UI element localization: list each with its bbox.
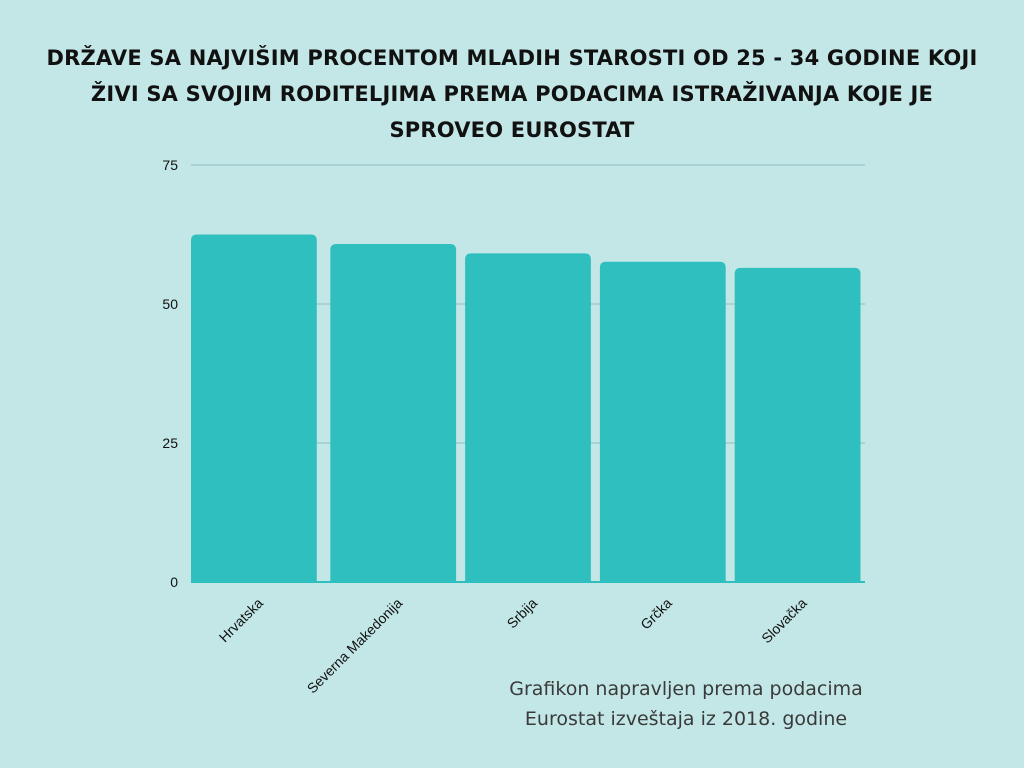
y-tick-label: 25	[162, 435, 178, 451]
y-tick-label: 75	[162, 157, 178, 173]
y-axis-ticks: 0 25 50 75	[162, 157, 178, 590]
x-tick-label: Hrvatska	[216, 595, 267, 646]
bar-hrvatska	[191, 234, 317, 582]
x-tick-label: Slovačka	[758, 595, 810, 647]
y-tick-label: 50	[162, 296, 178, 312]
source-note: Grafikon napravljen prema podacima Euros…	[509, 678, 863, 730]
y-tick-label: 0	[170, 574, 178, 590]
chart-title: DRŽAVE SA NAJVIŠIM PROCENTOM MLADIH STAR…	[46, 46, 978, 142]
bar-srbija	[465, 253, 591, 583]
x-tick-label: Severna Makedonija	[304, 595, 406, 697]
bar-slovačka	[734, 267, 861, 582]
x-tick-label: Grčka	[637, 595, 675, 633]
x-tick-label: Srbija	[503, 595, 540, 632]
bar-severna-makedonija	[330, 243, 457, 582]
bar-grčka	[599, 261, 726, 582]
bars	[191, 234, 861, 583]
